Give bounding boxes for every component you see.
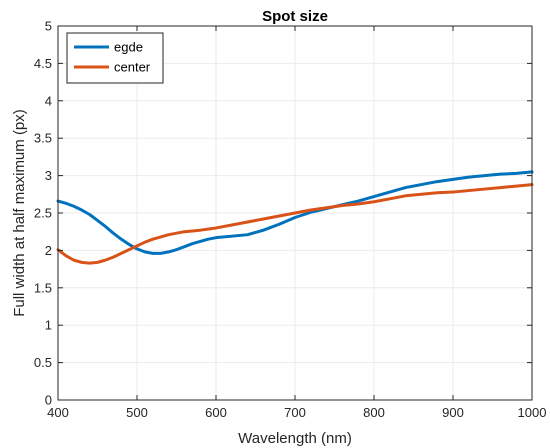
y-tick-label: 3.5 [34,131,52,146]
y-tick-label: 4.5 [34,56,52,71]
y-tick-label: 4 [45,93,52,108]
legend-box [66,32,164,84]
ticks: 400 500 600 700 800 900 1000 0 0.5 1 1.5 2 2.5 3 3.5 4 4… [34,19,547,421]
x-tick-label: 400 [47,405,69,420]
y-axis-title: Full width at half maximum (px) [11,109,28,317]
x-tick-label: 600 [205,405,227,420]
y-tick-label: 2 [45,243,52,258]
y-tick-label: 1.5 [34,280,52,295]
legend-label-center: center [114,60,151,75]
x-tick-label: 500 [126,405,148,420]
x-tick-label: 700 [284,405,306,420]
legend-label-egde: egde [114,40,143,55]
y-tick-label: 5 [45,19,52,34]
y-tick-label: 0 [45,393,52,408]
legend: egde center [66,32,164,84]
x-tick-label: 800 [363,405,385,420]
y-tick-label: 1 [45,318,52,333]
x-tick-label: 1000 [518,405,547,420]
x-tick-label: 900 [442,405,464,420]
y-tick-label: 2.5 [34,206,52,221]
chart-title: Spot size [262,8,328,25]
x-axis-title: Wavelength (nm) [238,430,352,447]
series-line-egde [56,170,534,255]
series-layer [56,170,534,265]
y-tick-label: 0.5 [34,355,52,370]
y-tick-label: 3 [45,168,52,183]
series-line-center [56,183,534,265]
